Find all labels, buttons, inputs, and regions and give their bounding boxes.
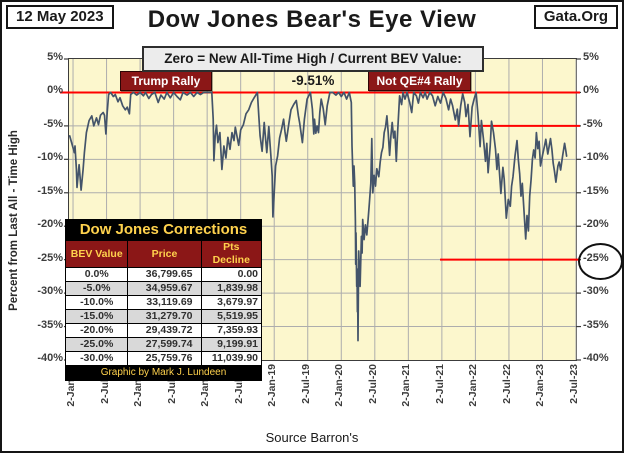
corrections-table-title: Dow Jones Corrections — [65, 219, 262, 241]
x-tick-label: 2-Jan-23 — [534, 364, 547, 407]
y-tick-label-left: -25% — [37, 251, 63, 264]
y-tick-label-left: -30% — [37, 285, 63, 298]
y-tick-label-right: -10% — [583, 151, 609, 164]
y-tick-label-left: -35% — [37, 318, 63, 331]
dow-jones-bev-line — [68, 91, 568, 342]
y-tick-label-right: -15% — [583, 184, 609, 197]
y-tick-label-left: -20% — [37, 218, 63, 231]
pts-decline-cell: 5,519.95 — [200, 309, 262, 324]
price-cell: 31,279.70 — [127, 309, 202, 324]
circled-minus-25-marker — [578, 243, 622, 280]
x-tick-label: 2-Jul-19 — [299, 364, 312, 404]
price-cell: 27,599.74 — [127, 337, 202, 352]
y-tick-label-left: 0% — [47, 84, 63, 97]
date-badge: 12 May 2023 — [6, 5, 114, 29]
x-tick-label: 2-Jan-22 — [467, 364, 480, 407]
x-tick-label: 2-Jan-19 — [266, 364, 279, 407]
y-tick-label-right: 5% — [583, 51, 599, 63]
pts-decline-cell: 11,039.90 — [200, 351, 262, 366]
x-tick-label: 2-Jul-23 — [568, 364, 580, 404]
y-tick-label-right: 0% — [583, 84, 599, 97]
table-row: -10.0% 33,119.69 3,679.97 — [64, 295, 262, 310]
table-row: -25.0% 27,599.74 9,199.91 — [64, 337, 262, 352]
price-cell: 34,959.67 — [127, 281, 202, 296]
bev-value-cell: -25.0% — [64, 337, 129, 352]
table-row: -20.0% 29,439.72 7,359.93 — [64, 323, 262, 338]
y-tick-label-left: -10% — [37, 151, 63, 164]
bev-value-cell: -5.0% — [64, 281, 129, 296]
x-tick-label: 2-Jan-21 — [400, 364, 413, 407]
pts-decline-cell: 7,359.93 — [200, 323, 262, 338]
y-tick-label-left: -40% — [37, 352, 63, 364]
table-row: -30.0% 25,759.76 11,039.90 — [64, 351, 262, 366]
column-header-price: Price — [127, 240, 202, 268]
source-label: Source Barron's — [265, 430, 359, 445]
bev-value-cell: -20.0% — [64, 323, 129, 338]
pts-decline-cell: 9,199.91 — [200, 337, 262, 352]
y-tick-label-right: -30% — [583, 285, 609, 298]
y-tick-label-right: -20% — [583, 218, 609, 231]
bev-value-cell: -30.0% — [64, 351, 129, 366]
price-cell: 29,439.72 — [127, 323, 202, 338]
pts-decline-cell: 3,679.97 — [200, 295, 262, 310]
price-cell: 25,759.76 — [127, 351, 202, 366]
price-cell: 36,799.65 — [127, 267, 202, 282]
y-tick-label-right: -5% — [583, 117, 603, 130]
x-tick-label: 2-Jan-20 — [333, 364, 346, 407]
y-tick-label-right: -25% — [583, 251, 609, 264]
y-tick-label-right: -35% — [583, 318, 609, 331]
annotation-not-qe4-rally: Not QE#4 Rally — [368, 71, 471, 91]
corrections-table: Dow Jones Corrections BEV Value Price Pt… — [64, 219, 262, 381]
table-row: -5.0% 34,959.67 1,839.98 — [64, 281, 262, 296]
x-tick-label: 2-Jul-22 — [500, 364, 513, 404]
bev-value-cell: -15.0% — [64, 309, 129, 324]
x-tick-label: 2-Jul-20 — [366, 364, 379, 404]
page-title: Dow Jones Bear's Eye View — [147, 6, 477, 33]
bev-value-cell: 0.0% — [64, 267, 129, 282]
site-badge: Gata.Org — [533, 5, 618, 29]
y-tick-label-left: -15% — [37, 184, 63, 197]
pts-decline-cell: 0.00 — [200, 267, 262, 282]
bev-value-banner: Zero = New All-Time High / Current BEV V… — [142, 46, 484, 88]
y-tick-label-left: 5% — [47, 51, 63, 63]
table-row: -15.0% 31,279.70 5,519.95 — [64, 309, 262, 324]
table-row: 0.0% 36,799.65 0.00 — [64, 267, 262, 282]
y-tick-label-right: -40% — [583, 352, 609, 364]
annotation-trump-rally: Trump Rally — [120, 71, 212, 91]
bev-value-cell: -10.0% — [64, 295, 129, 310]
pts-decline-cell: 1,839.98 — [200, 281, 262, 296]
y-tick-label-left: -5% — [43, 117, 63, 130]
x-tick-label: 2-Jul-21 — [433, 364, 446, 404]
price-cell: 33,119.69 — [127, 295, 202, 310]
column-header-pts-decline: Pts Decline — [200, 240, 262, 268]
corrections-table-footer: Graphic by Mark J. Lundeen — [65, 365, 262, 381]
column-header-bev-value: BEV Value — [64, 240, 129, 268]
